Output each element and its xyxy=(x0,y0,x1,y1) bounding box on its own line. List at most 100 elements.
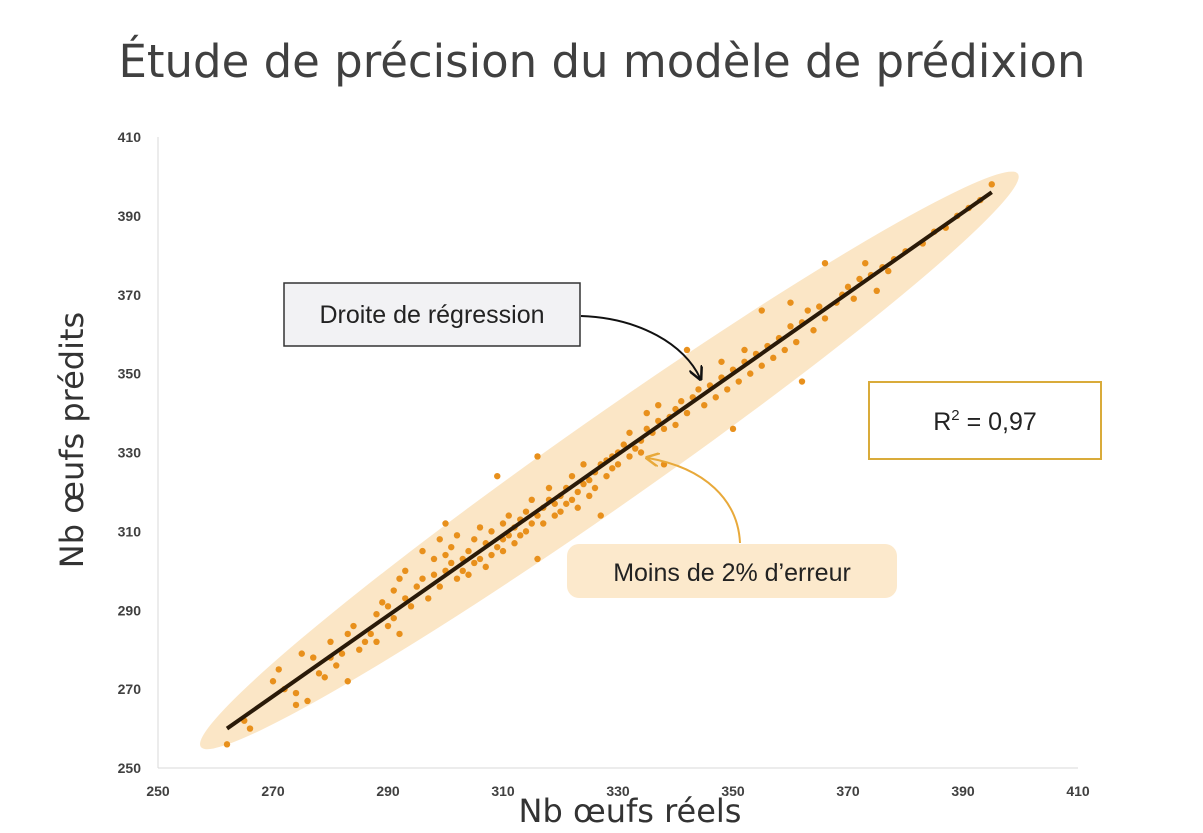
r2-value: = 0,97 xyxy=(960,408,1037,436)
data-point xyxy=(988,181,995,188)
error-arrow xyxy=(648,458,741,544)
x-axis-ticks: 250 270 290 310 330 350 370 390 410 xyxy=(146,783,1090,799)
data-point xyxy=(660,425,668,433)
x-tick-label: 310 xyxy=(491,783,515,799)
data-point xyxy=(804,307,811,314)
x-tick-label: 250 xyxy=(146,783,170,799)
x-tick-label: 410 xyxy=(1066,783,1090,799)
error-callout-label: Moins de 2% d’erreur xyxy=(613,559,851,587)
data-point xyxy=(396,575,403,582)
data-point xyxy=(793,338,800,346)
data-point xyxy=(471,559,478,567)
data-point xyxy=(465,547,472,555)
data-point xyxy=(718,358,725,365)
data-point xyxy=(223,741,231,748)
data-point xyxy=(471,536,478,543)
data-point xyxy=(453,532,461,539)
data-point xyxy=(683,409,691,417)
x-tick-label: 290 xyxy=(376,783,400,799)
data-point xyxy=(396,630,403,638)
data-point xyxy=(557,508,564,515)
data-point xyxy=(430,571,438,578)
data-point xyxy=(568,496,576,504)
y-tick-label: 330 xyxy=(118,445,142,461)
data-point xyxy=(540,520,547,527)
data-point xyxy=(770,354,777,362)
data-point xyxy=(574,488,581,496)
data-point xyxy=(580,480,587,488)
data-point xyxy=(678,398,685,405)
data-point xyxy=(551,512,558,519)
data-point xyxy=(672,421,679,429)
y-axis-ticks: 250 270 290 310 330 350 370 390 410 xyxy=(118,129,142,776)
data-point xyxy=(528,520,535,527)
x-tick-label: 370 xyxy=(836,783,860,799)
data-point xyxy=(488,528,495,535)
data-point xyxy=(586,492,593,500)
data-point xyxy=(563,500,570,507)
x-tick-label: 350 xyxy=(721,783,745,799)
data-point xyxy=(609,465,616,472)
x-tick-label: 330 xyxy=(606,783,630,799)
y-tick-label: 270 xyxy=(118,681,142,697)
data-point xyxy=(591,484,599,492)
x-tick-label: 270 xyxy=(261,783,285,799)
regression-line xyxy=(225,190,993,731)
data-point xyxy=(436,583,443,590)
data-point xyxy=(712,394,719,401)
data-point xyxy=(442,551,449,559)
data-point xyxy=(459,567,466,575)
data-point xyxy=(246,725,254,732)
data-point xyxy=(390,587,397,594)
y-tick-label: 350 xyxy=(118,366,142,382)
data-point xyxy=(338,650,346,657)
data-point xyxy=(787,299,794,306)
data-point xyxy=(511,540,518,547)
data-point xyxy=(683,346,691,354)
regression-callout: Droite de régression xyxy=(283,282,700,378)
data-point xyxy=(436,536,443,543)
data-point xyxy=(781,346,788,354)
y-tick-label: 390 xyxy=(118,208,142,224)
r2-text: R2 = 0,97 xyxy=(933,407,1037,436)
y-tick-label: 310 xyxy=(118,523,142,539)
data-point xyxy=(614,461,622,468)
data-point xyxy=(534,453,541,460)
chart-title: Étude de précision du modèle de prédixio… xyxy=(118,35,1085,88)
data-point xyxy=(292,701,300,709)
data-point xyxy=(275,666,282,673)
data-point xyxy=(844,283,852,291)
data-point xyxy=(632,445,639,452)
error-callout: Moins de 2% d’erreur xyxy=(567,458,897,598)
data-point xyxy=(321,674,328,681)
error-callout-box xyxy=(567,544,897,598)
data-point xyxy=(384,622,392,630)
r2-label: R xyxy=(933,408,951,436)
data-point xyxy=(603,472,610,480)
data-point xyxy=(856,275,863,283)
data-point xyxy=(522,508,530,515)
y-tick-label: 250 xyxy=(118,760,142,776)
data-point xyxy=(344,630,351,638)
data-point xyxy=(333,662,340,669)
data-point xyxy=(735,378,742,385)
data-point xyxy=(344,678,351,685)
x-tick-label: 390 xyxy=(951,783,975,799)
data-point xyxy=(453,575,461,582)
data-point xyxy=(419,575,426,582)
data-point xyxy=(747,370,754,377)
data-point xyxy=(310,654,317,661)
data-point xyxy=(885,267,892,275)
regression-callout-box xyxy=(283,282,581,347)
data-point xyxy=(574,504,581,511)
data-point xyxy=(534,555,541,563)
data-point xyxy=(350,622,357,630)
data-point xyxy=(292,689,300,697)
data-point xyxy=(545,484,553,492)
data-point xyxy=(821,260,829,267)
data-point xyxy=(448,543,455,551)
data-point xyxy=(701,401,708,409)
y-tick-label: 290 xyxy=(118,602,142,618)
y-tick-label: 370 xyxy=(118,287,142,303)
